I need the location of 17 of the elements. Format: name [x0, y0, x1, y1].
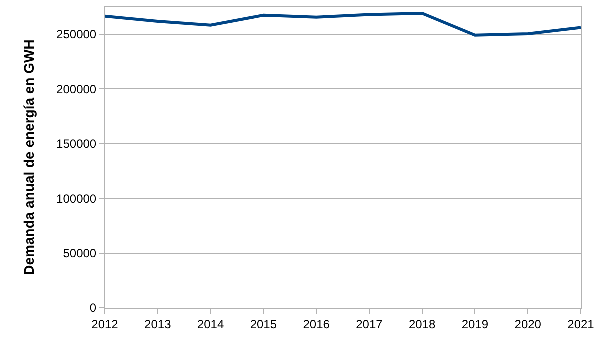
x-tick-label: 2016: [303, 317, 330, 332]
y-tick-label: 200000: [56, 82, 97, 96]
y-tick-label: 150000: [56, 137, 97, 152]
x-tick-label: 2021: [568, 317, 595, 332]
x-tick-label: 2012: [92, 317, 119, 332]
x-tick-label: 2020: [514, 317, 542, 332]
y-tick-label: 100000: [56, 192, 97, 206]
x-tick-label: 2015: [250, 317, 278, 332]
y-axis-title: Demanda anual de energía en GWH: [21, 40, 38, 276]
y-tick-label: 250000: [56, 28, 97, 42]
x-tick-label: 2017: [356, 317, 384, 332]
x-tick-label: 2018: [408, 317, 436, 332]
x-tick-label: 2013: [144, 317, 172, 332]
x-tick-label: 2014: [197, 317, 224, 332]
y-tick-label: 0: [90, 301, 97, 316]
y-tick-label: 50000: [63, 246, 97, 260]
x-tick-label: 2019: [462, 317, 489, 332]
